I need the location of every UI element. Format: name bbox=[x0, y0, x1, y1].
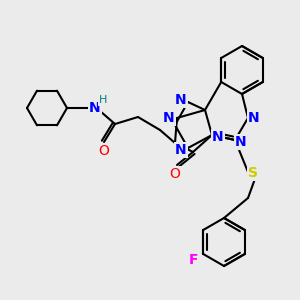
Text: O: O bbox=[99, 144, 110, 158]
Text: N: N bbox=[248, 111, 260, 125]
Text: N: N bbox=[175, 93, 187, 107]
Text: H: H bbox=[99, 95, 107, 105]
Text: S: S bbox=[248, 166, 258, 180]
Text: N: N bbox=[163, 111, 175, 125]
Text: N: N bbox=[175, 143, 187, 157]
Text: F: F bbox=[188, 253, 198, 267]
Text: N: N bbox=[212, 130, 224, 144]
Text: N: N bbox=[89, 101, 101, 115]
Text: N: N bbox=[235, 135, 247, 149]
Text: O: O bbox=[169, 167, 180, 181]
